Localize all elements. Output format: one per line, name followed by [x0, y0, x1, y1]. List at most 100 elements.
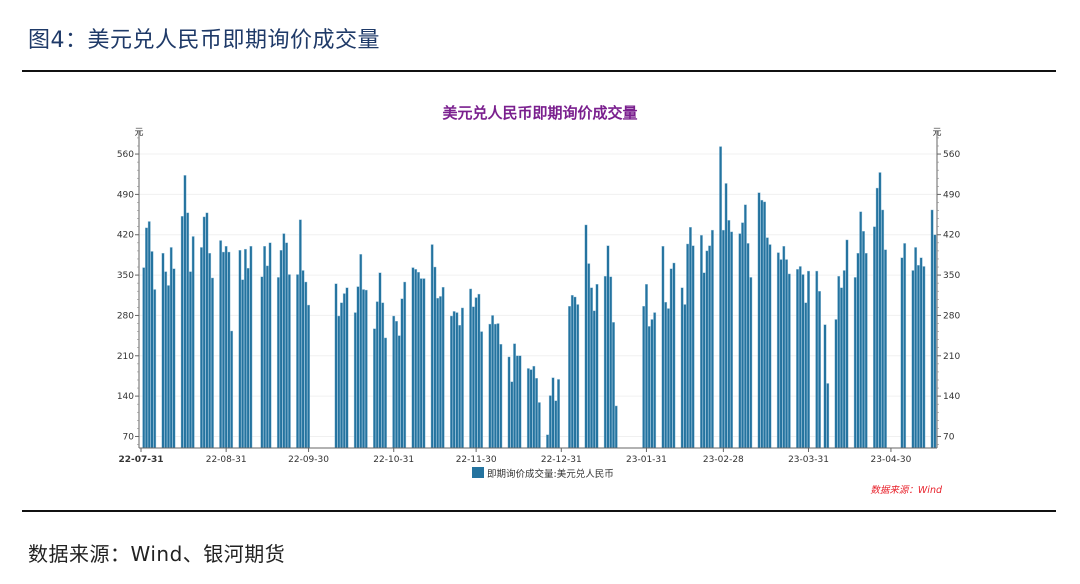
bar — [496, 323, 500, 449]
bar — [296, 274, 299, 449]
bar — [587, 263, 591, 449]
bar — [614, 405, 618, 449]
bar — [834, 319, 838, 449]
bar — [353, 312, 357, 449]
figure-title: 图4：美元兑人民币即期询价成交量 — [28, 28, 380, 53]
bar — [776, 252, 780, 449]
bar — [609, 276, 613, 449]
bar — [414, 269, 418, 449]
bar — [430, 244, 434, 449]
bar — [768, 244, 772, 449]
right-y-tick-label: 140 — [943, 392, 960, 402]
x-tick-label: 23-01-31 — [626, 455, 667, 465]
bar — [180, 216, 184, 449]
bar — [518, 355, 522, 449]
bar — [779, 259, 783, 449]
bar — [304, 281, 308, 449]
bar — [584, 224, 588, 449]
bar — [862, 231, 865, 449]
bar — [647, 326, 651, 449]
bar — [493, 323, 497, 449]
bar — [801, 274, 805, 449]
bar — [279, 250, 283, 449]
legend-label[interactable]: 即期询价成交量:美元兑人民币 — [487, 468, 614, 480]
bar — [307, 304, 310, 449]
bar — [452, 311, 456, 449]
bar — [546, 434, 549, 449]
bar — [471, 306, 475, 449]
bar — [422, 278, 426, 449]
bar — [282, 233, 286, 449]
bar — [227, 251, 231, 449]
left-y-tick-label: 490 — [117, 190, 134, 200]
bar — [845, 239, 849, 449]
bar — [746, 243, 750, 449]
bar — [153, 289, 157, 449]
bar — [202, 216, 206, 449]
bar — [719, 146, 723, 449]
bar — [884, 249, 887, 449]
bar — [590, 287, 593, 449]
bar — [650, 319, 654, 449]
bar — [480, 331, 484, 449]
bar — [741, 222, 744, 449]
bar — [345, 287, 349, 449]
x-tick-label: 22-08-31 — [206, 455, 247, 465]
bar — [856, 252, 860, 449]
bar — [200, 247, 203, 449]
bar — [859, 211, 863, 449]
bar — [441, 286, 445, 449]
bar — [749, 277, 753, 449]
bar — [238, 250, 242, 449]
bar — [570, 295, 574, 449]
chart-title: 美元兑人民币即期询价成交量 — [442, 104, 637, 122]
bar — [798, 266, 802, 449]
bar — [785, 259, 788, 449]
bar — [645, 284, 648, 449]
bar — [419, 278, 423, 449]
bar — [724, 183, 728, 449]
bar — [455, 312, 459, 449]
right-y-tick-label: 280 — [943, 311, 960, 321]
bar — [334, 283, 338, 449]
bar — [840, 287, 843, 449]
x-tick-label: 23-03-31 — [788, 455, 829, 465]
bar — [381, 302, 385, 449]
left-axis-unit: 元 — [134, 128, 143, 138]
bar — [837, 276, 841, 449]
bar — [433, 266, 437, 449]
bar — [689, 227, 692, 449]
left-y-tick-label: 140 — [117, 392, 134, 402]
bar — [529, 369, 533, 449]
bar — [356, 286, 360, 449]
right-y-tick-label: 70 — [943, 432, 955, 442]
bar — [878, 172, 882, 449]
bar — [680, 287, 684, 449]
bar — [873, 226, 876, 449]
bar — [551, 377, 555, 449]
bar — [186, 212, 190, 449]
bar — [337, 315, 341, 449]
bar — [557, 379, 560, 449]
bar — [691, 245, 695, 449]
bar — [612, 322, 615, 449]
bar — [161, 252, 165, 449]
bar — [172, 268, 176, 449]
left-y-tick-label: 70 — [123, 432, 135, 442]
bar — [219, 240, 223, 449]
bar — [249, 246, 253, 449]
bar — [224, 246, 228, 449]
x-tick-label: 22-09-30 — [288, 455, 329, 465]
bar — [900, 257, 904, 449]
bar — [782, 246, 786, 449]
bar — [683, 304, 687, 449]
x-tick-label: 22-12-31 — [541, 455, 582, 465]
bar — [804, 302, 808, 449]
bar — [573, 296, 577, 449]
bar — [757, 192, 761, 449]
bar — [513, 343, 516, 449]
bar — [930, 209, 934, 449]
bar — [488, 323, 492, 449]
bar — [568, 306, 571, 449]
x-tick-label: 22-10-31 — [373, 455, 414, 465]
